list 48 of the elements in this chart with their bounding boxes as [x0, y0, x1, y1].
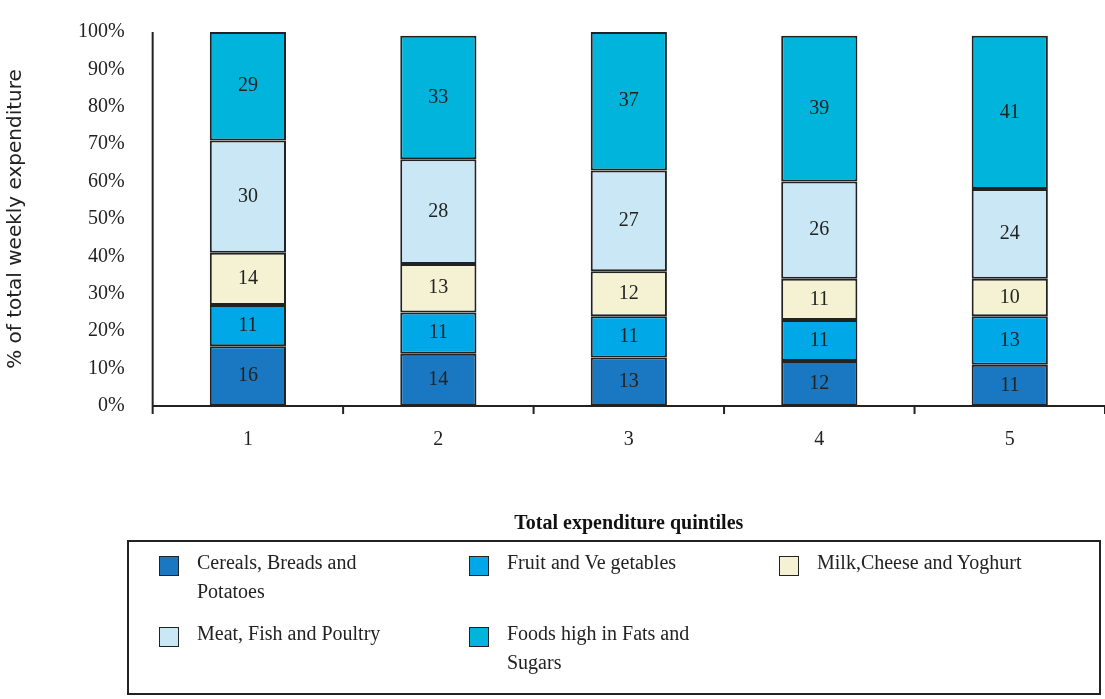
data-label: 16: [237, 363, 258, 386]
y-tick-label: 30%: [87, 281, 125, 304]
data-label: 14: [428, 367, 449, 390]
y-tick-label: 80%: [87, 94, 125, 117]
x-tick-label: 1: [242, 427, 253, 450]
x-tick-label: 2: [433, 427, 444, 450]
y-tick-label: 60%: [87, 168, 125, 191]
y-tick-label: 90%: [87, 56, 125, 79]
data-label: 12: [618, 281, 639, 304]
data-label: 13: [428, 275, 449, 298]
y-tick-label: 10%: [87, 355, 125, 378]
y-tick-label: 40%: [87, 243, 125, 266]
x-axis-title: Total expenditure quintiles: [514, 511, 744, 535]
data-label: 41: [999, 99, 1020, 122]
data-label: 33: [428, 84, 449, 107]
x-tick-label: 4: [814, 427, 825, 450]
data-label: 11: [809, 286, 829, 309]
legend-label: Foods high in Fats and Sugars: [507, 620, 691, 676]
y-axis-title: % of total weekly expenditure: [2, 69, 27, 369]
data-label: 14: [237, 266, 258, 289]
data-label: 13: [999, 327, 1020, 350]
data-label: 37: [618, 88, 639, 111]
legend-label: Fruit and Ve getables: [507, 550, 678, 576]
y-tick-label: 100%: [77, 19, 125, 42]
y-tick-label: 20%: [87, 318, 125, 341]
data-label: 11: [619, 324, 639, 347]
data-label: 30: [237, 183, 258, 206]
x-tick-label: 3: [623, 427, 634, 450]
data-label: 11: [238, 312, 258, 335]
legend-label: Cereals, Breads and Potatoes: [197, 550, 358, 604]
data-label: 39: [809, 95, 830, 118]
y-tick-label: 0%: [97, 393, 125, 416]
data-label: 11: [809, 327, 829, 350]
y-tick-label: 50%: [87, 206, 125, 229]
data-label: 11: [1000, 372, 1020, 395]
data-label: 13: [618, 368, 639, 391]
data-label: 27: [618, 208, 639, 231]
data-label: 11: [428, 320, 448, 343]
data-label: 29: [237, 73, 258, 96]
data-label: 24: [999, 221, 1020, 244]
data-label: 28: [428, 198, 449, 221]
legend-label: Milk,Cheese and Yoghurt: [817, 550, 1023, 576]
data-label: 26: [809, 217, 830, 240]
data-label: 10: [999, 284, 1020, 307]
data-label: 12: [809, 370, 830, 393]
x-tick-label: 5: [1004, 427, 1015, 450]
legend-label: Meat, Fish and Poultry: [197, 620, 382, 647]
y-tick-label: 70%: [87, 131, 125, 154]
